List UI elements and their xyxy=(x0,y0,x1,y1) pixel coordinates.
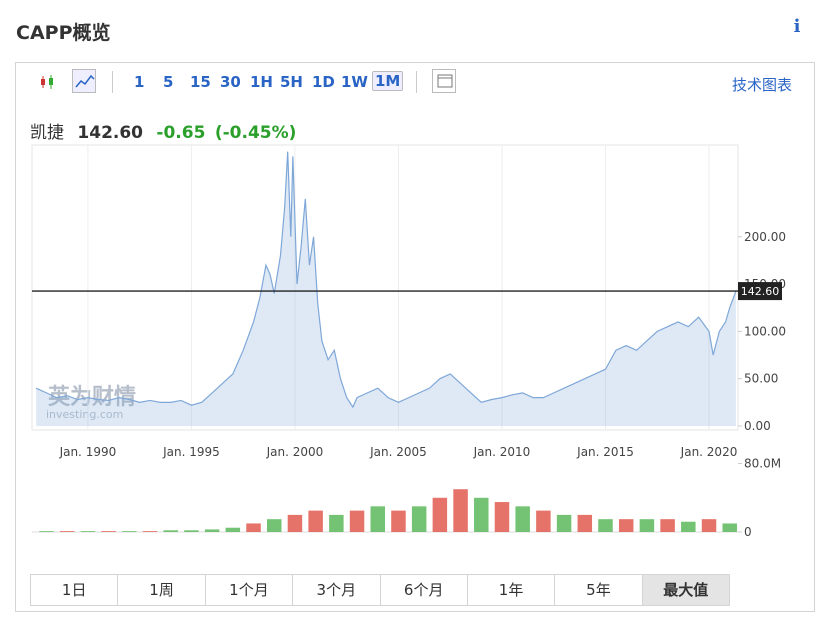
last-price-label: 142.60 xyxy=(741,285,780,298)
volume-bar xyxy=(577,514,593,532)
range-tab[interactable]: 6个月 xyxy=(381,575,468,605)
quote-price: 142.60 xyxy=(77,123,144,143)
volume-bar xyxy=(494,502,510,532)
volume-bar xyxy=(39,531,54,532)
volume-bar xyxy=(246,523,261,532)
toolbar: 1 5 15 30 1H 5H 1D 1W 1M 技术图表 xyxy=(16,63,814,101)
volume-bar xyxy=(701,519,717,532)
interval-button[interactable]: 1H xyxy=(250,73,273,91)
volume-tick-label: 80.0M xyxy=(744,457,781,471)
interval-button[interactable]: 15 xyxy=(190,73,211,91)
interval-button[interactable]: 5H xyxy=(280,73,303,91)
candle-icon[interactable] xyxy=(36,69,60,93)
volume-tick-label: 0 xyxy=(744,525,752,539)
watermark-site: investing.com xyxy=(46,408,123,421)
line-icon[interactable] xyxy=(72,69,96,93)
volume-bar xyxy=(536,510,551,532)
volume-bar xyxy=(122,531,137,532)
volume-bar xyxy=(184,530,199,532)
volume-bar xyxy=(308,510,323,532)
x-tick-label: Jan. 1990 xyxy=(59,445,117,459)
volume-bar xyxy=(329,514,344,532)
volume-bar xyxy=(660,519,675,532)
volume-bar xyxy=(618,519,634,532)
x-tick-label: Jan. 1995 xyxy=(162,445,220,459)
y-tick-label: 50.00 xyxy=(744,372,778,386)
volume-bar xyxy=(722,523,737,532)
volume-bar xyxy=(266,519,282,532)
volume-bar xyxy=(101,531,116,532)
chart: 英为财情 investing.com Jan. 1990 Jan. 1995 Jan… xyxy=(31,144,786,539)
volume-bar xyxy=(80,531,96,532)
x-tick-label: Jan. 2015 xyxy=(576,445,634,459)
volume-bar xyxy=(556,514,572,532)
volume-bar xyxy=(349,510,365,532)
y-tick-label: 0.00 xyxy=(744,419,771,433)
range-tab[interactable]: 3个月 xyxy=(293,575,381,605)
plot-frame xyxy=(31,144,739,431)
interval-button[interactable]: 1M xyxy=(372,71,404,91)
range-tab[interactable]: 1日 xyxy=(31,575,119,605)
chart-card xyxy=(15,62,815,612)
interval-button[interactable]: 1W xyxy=(341,73,368,91)
quote-row: 凯捷 142.60 -0.65 (-0.45%) xyxy=(30,118,304,143)
x-tick-label: Jan. 2010 xyxy=(473,445,531,459)
volume-bar xyxy=(59,531,75,532)
range-tab[interactable]: 1个月 xyxy=(206,575,294,605)
volume-bar xyxy=(598,519,613,532)
y-tick-label: 100.00 xyxy=(744,324,786,338)
interval-button[interactable]: 5 xyxy=(163,73,174,91)
interval-button[interactable]: 1D xyxy=(312,73,335,91)
x-tick-label: Jan. 2020 xyxy=(680,445,738,459)
quote-change-percent: (-0.45%) xyxy=(214,123,297,143)
range-tab[interactable]: 1周 xyxy=(118,575,206,605)
quote-name: 凯捷 xyxy=(30,123,64,143)
volume-bar xyxy=(515,506,530,532)
info-button[interactable]: i xyxy=(793,16,801,37)
volume-bar xyxy=(225,527,241,532)
range-tab[interactable]: 5年 xyxy=(555,575,643,605)
interval-button[interactable]: 30 xyxy=(220,73,241,91)
volume-bar xyxy=(391,510,406,532)
range-tab[interactable]: 1年 xyxy=(468,575,556,605)
volume-bar xyxy=(142,531,158,532)
volume-bar xyxy=(163,530,178,532)
window-icon[interactable] xyxy=(432,69,456,93)
last-price-tag xyxy=(738,282,782,301)
x-tick-label: Jan. 2000 xyxy=(266,445,324,459)
page-title: CAPP概览 xyxy=(16,22,111,44)
volume-bar xyxy=(204,529,220,532)
price-line xyxy=(35,151,737,409)
separator xyxy=(416,71,417,93)
volume-bar xyxy=(370,506,385,532)
volume-bar xyxy=(411,506,427,532)
range-tabs: 1日 1周 1个月 3个月 6个月 1年 5年 最大值 xyxy=(30,574,730,606)
volume-bar xyxy=(287,514,303,532)
volume-bar xyxy=(453,489,468,532)
price-area xyxy=(36,151,736,426)
technical-link[interactable]: 技术图表 xyxy=(731,76,792,94)
interval-button[interactable]: 1 xyxy=(134,73,145,91)
quote-change: -0.65 xyxy=(156,123,206,143)
range-tab[interactable]: 最大值 xyxy=(642,575,729,605)
volume-bar xyxy=(474,497,489,532)
volume-bar xyxy=(432,497,448,532)
y-tick-label: 200.00 xyxy=(744,230,786,244)
volume-bar xyxy=(639,519,655,532)
separator xyxy=(112,71,113,93)
volume-bar xyxy=(681,521,696,532)
x-tick-label: Jan. 2005 xyxy=(369,445,427,459)
